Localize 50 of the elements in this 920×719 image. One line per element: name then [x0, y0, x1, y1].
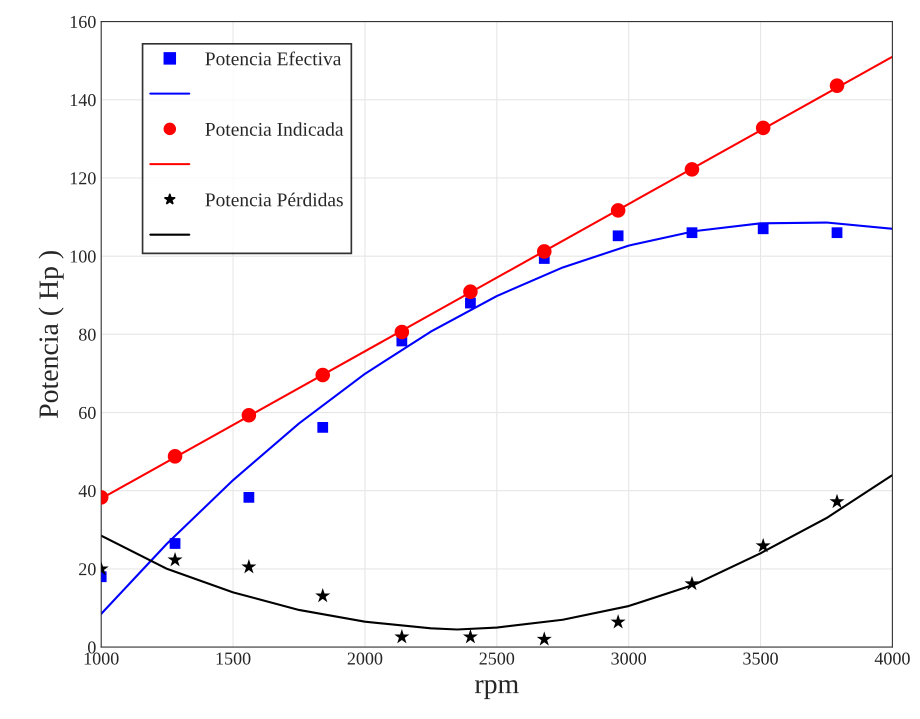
point — [242, 408, 256, 423]
point — [612, 230, 624, 242]
point — [168, 552, 183, 566]
point — [463, 284, 478, 300]
point — [462, 629, 478, 644]
y-tick-label: 140 — [70, 94, 96, 106]
y-tick-label: 80 — [78, 328, 96, 341]
x-tick-label: 3500 — [743, 652, 778, 665]
y-tick-label: 60 — [79, 406, 96, 419]
y-tick-label: 0 — [88, 641, 96, 654]
point — [758, 223, 769, 234]
point — [465, 298, 476, 308]
point — [394, 629, 410, 644]
point — [832, 227, 842, 238]
point — [315, 368, 330, 382]
point — [756, 120, 770, 136]
point — [830, 78, 844, 93]
x-tick-label: 2000 — [348, 652, 382, 665]
point — [536, 631, 552, 646]
point — [394, 324, 410, 340]
point — [168, 449, 182, 464]
x-tick-label: 1000 — [84, 652, 119, 665]
legend-label: Potencia Efectiva — [205, 52, 342, 66]
y-tick-label: 160 — [70, 16, 96, 28]
x-tick-label: 4000 — [874, 652, 910, 665]
point — [684, 162, 700, 177]
line-series — [101, 221, 892, 615]
point — [610, 203, 626, 218]
x-tick-label: 2500 — [480, 652, 514, 665]
y-tick-label: 20 — [79, 563, 96, 576]
legend-label: Potencia Pérdidas — [205, 192, 343, 206]
point — [317, 422, 328, 433]
point — [684, 576, 700, 590]
point — [315, 588, 330, 602]
legend-label: Potencia Indicada — [205, 122, 344, 136]
y-tick-label: 100 — [70, 250, 96, 263]
point — [244, 492, 254, 503]
point — [610, 614, 626, 628]
x-axis-title: rpm — [474, 680, 519, 700]
point — [829, 494, 845, 508]
y-tick-label: 40 — [78, 484, 96, 498]
point — [536, 244, 552, 259]
point — [241, 559, 256, 574]
x-tick-label: 3000 — [611, 652, 646, 665]
y-axis-title: Potencia ( Hp ) — [38, 251, 64, 418]
point — [170, 538, 180, 549]
point — [756, 538, 771, 552]
y-tick-label: 120 — [70, 172, 96, 184]
x-tick-label: 1500 — [216, 652, 250, 665]
point — [686, 227, 698, 238]
